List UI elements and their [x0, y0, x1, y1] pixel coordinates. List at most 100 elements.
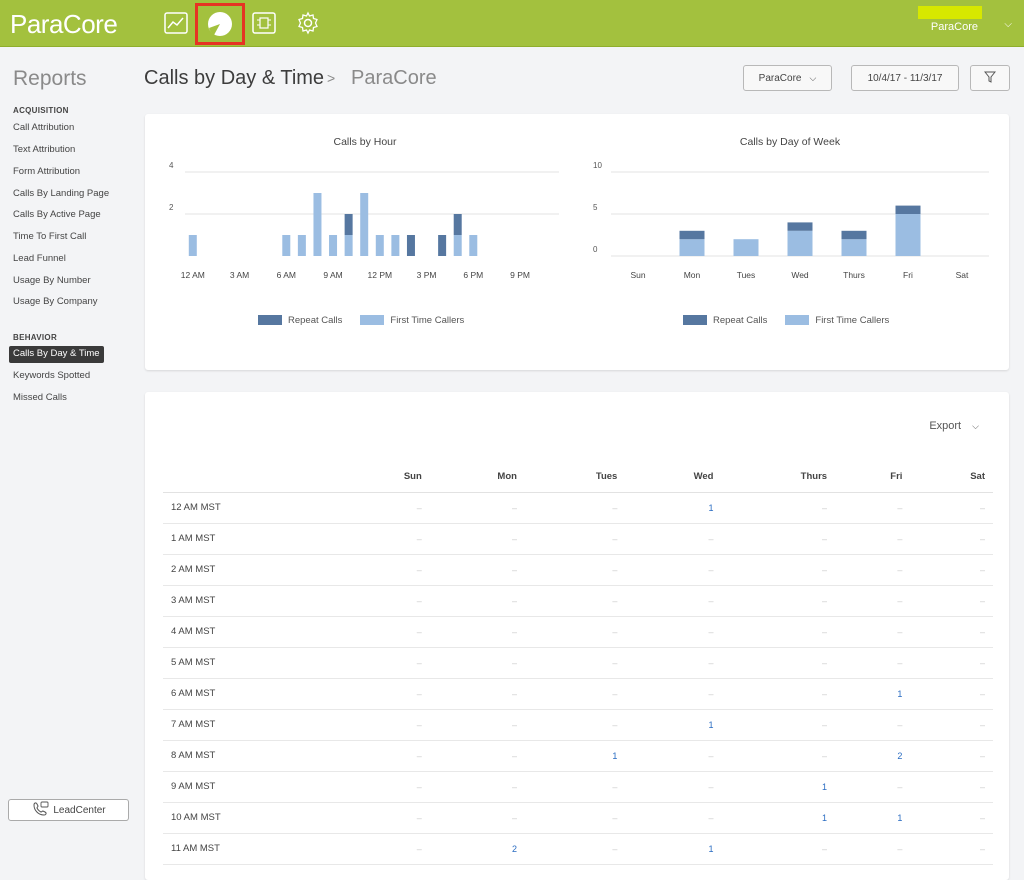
- cell-empty: –: [429, 616, 525, 648]
- cell-empty: –: [338, 492, 430, 524]
- bar-first-time-callers: [453, 235, 462, 256]
- bar-repeat-calls: [895, 205, 921, 214]
- x-tick-label: Thurs: [843, 270, 865, 280]
- sidebar-item-calls-by-day-time[interactable]: Calls By Day & Time: [9, 346, 104, 363]
- sidebar-item-text-attribution[interactable]: Text Attribution: [13, 144, 76, 155]
- cell-empty: –: [721, 833, 836, 865]
- sidebar-item-usage-by-number[interactable]: Usage By Number: [13, 275, 91, 286]
- cell-count-link[interactable]: 1: [625, 833, 722, 865]
- cell-count-link[interactable]: 1: [721, 771, 836, 803]
- sidebar-item-calls-by-landing-page[interactable]: Calls By Landing Page: [13, 188, 110, 199]
- bar-first-time-callers: [375, 235, 384, 256]
- cell-empty: –: [910, 678, 993, 710]
- sidebar-item-missed-calls[interactable]: Missed Calls: [13, 392, 67, 403]
- cell-count-link[interactable]: 2: [429, 833, 525, 865]
- x-tick-label: 12 AM: [181, 270, 205, 280]
- cell-empty: –: [338, 740, 430, 772]
- bar-first-time-callers: [360, 193, 369, 256]
- cell-empty: –: [429, 647, 525, 679]
- cell-empty: –: [338, 771, 430, 803]
- bar-first-time-callers: [733, 239, 759, 256]
- table-row: 11 AM MST –2–1– – –: [163, 833, 993, 865]
- x-tick-label: 6 PM: [463, 270, 483, 280]
- cell-count-link[interactable]: 1: [625, 492, 722, 524]
- sidebar-item-form-attribution[interactable]: Form Attribution: [13, 166, 81, 177]
- row-label: 10 AM MST: [163, 802, 339, 834]
- legend-item-repeat-calls: Repeat Calls: [683, 315, 767, 326]
- cell-count-link[interactable]: 2: [835, 740, 911, 772]
- sidebar-item-calls-by-active-page[interactable]: Calls By Active Page: [13, 209, 101, 220]
- pie-chart-icon[interactable]: [195, 3, 245, 45]
- row-label: 4 AM MST: [163, 616, 339, 648]
- cell-empty: –: [910, 554, 993, 586]
- bar-first-time-callers: [895, 214, 921, 256]
- cell-empty: –: [625, 616, 722, 648]
- cell-empty: –: [338, 523, 430, 555]
- cell-count-link[interactable]: 1: [835, 802, 911, 834]
- export-dropdown[interactable]: Export ⌵: [929, 420, 979, 432]
- account-menu[interactable]: ParaCore ⌵: [918, 6, 1012, 38]
- legend-day: Repeat Calls First Time Callers: [683, 315, 889, 326]
- filter-button[interactable]: [970, 65, 1010, 91]
- cell-empty: –: [524, 492, 626, 524]
- paracore-logo[interactable]: ParaCore: [10, 9, 118, 39]
- scripts-icon[interactable]: [250, 9, 278, 37]
- sidebar-item-lead-funnel[interactable]: Lead Funnel: [13, 253, 66, 264]
- x-tick-label: 12 PM: [368, 270, 393, 280]
- table-header-row: Sun Mon Tues Wed Thurs Fri Sat: [163, 462, 993, 493]
- table-row: 4 AM MST – – – – – – –: [163, 616, 993, 648]
- y-tick-label: 10: [593, 161, 602, 170]
- legend-item-first-time-callers: First Time Callers: [360, 315, 464, 326]
- cell-empty: –: [524, 709, 626, 741]
- cell-empty: –: [910, 647, 993, 679]
- cell-empty: –: [835, 492, 911, 524]
- calls-table: Sun Mon Tues Wed Thurs Fri Sat 12 AM MST – – –1– –…: [163, 462, 993, 865]
- x-tick-label: 6 AM: [277, 270, 296, 280]
- cell-count-link[interactable]: 1: [524, 740, 626, 772]
- column-header-mon: Mon: [429, 462, 525, 493]
- cell-empty: –: [524, 771, 626, 803]
- bar-first-time-callers: [282, 235, 291, 256]
- cell-empty: –: [625, 802, 722, 834]
- chart-line-icon[interactable]: [162, 9, 190, 37]
- cell-count-link[interactable]: 1: [625, 709, 722, 741]
- leadcenter-button[interactable]: LeadCenter: [8, 799, 129, 821]
- cell-count-link[interactable]: 1: [721, 802, 836, 834]
- cell-empty: –: [338, 554, 430, 586]
- sidebar-item-keywords-spotted[interactable]: Keywords Spotted: [13, 370, 91, 381]
- cell-count-link[interactable]: 1: [835, 678, 911, 710]
- sidebar-item-time-to-first-call[interactable]: Time To First Call: [13, 231, 87, 242]
- table-row: 12 AM MST – – –1– – –: [163, 492, 993, 524]
- cell-empty: –: [721, 523, 836, 555]
- cell-empty: –: [721, 678, 836, 710]
- gear-icon[interactable]: [294, 9, 322, 37]
- page-title: Calls by Day & Time: [144, 67, 325, 89]
- table-row: 8 AM MST – –1– –2–: [163, 740, 993, 772]
- sidebar-item-call-attribution[interactable]: Call Attribution: [13, 122, 75, 133]
- cell-empty: –: [910, 833, 993, 865]
- bar-first-time-callers: [329, 235, 338, 256]
- top-bar: ParaCore ParaCore ⌵: [0, 0, 1024, 47]
- date-range-button[interactable]: 10/4/17 - 11/3/17: [851, 65, 959, 91]
- cell-empty: –: [429, 523, 525, 555]
- table-card: Export ⌵ Sun Mon Tues Wed Thurs Fri Sat 12 AM …: [145, 392, 1009, 880]
- breadcrumb-company[interactable]: ParaCore: [351, 67, 437, 89]
- cell-empty: –: [721, 709, 836, 741]
- cell-empty: –: [338, 678, 430, 710]
- table-row: 3 AM MST – – – – – – –: [163, 585, 993, 617]
- company-select[interactable]: ParaCore ⌵: [743, 65, 832, 91]
- charts-card: Calls by Hour Calls by Day of Week 2 4 12 …: [145, 114, 1009, 370]
- cell-empty: –: [338, 802, 430, 834]
- company-select-value: ParaCore: [758, 72, 802, 84]
- table-row: 10 AM MST – – – –1 1–: [163, 802, 993, 834]
- row-label: 12 AM MST: [163, 492, 339, 524]
- cell-empty: –: [524, 833, 626, 865]
- bar-first-time-callers: [391, 235, 400, 256]
- sidebar-item-usage-by-company[interactable]: Usage By Company: [13, 296, 98, 307]
- cell-empty: –: [429, 802, 525, 834]
- column-header-wed: Wed: [625, 462, 722, 493]
- cell-empty: –: [721, 554, 836, 586]
- cell-empty: –: [338, 616, 430, 648]
- table-row: 2 AM MST – – – – – – –: [163, 554, 993, 586]
- cell-empty: –: [524, 616, 626, 648]
